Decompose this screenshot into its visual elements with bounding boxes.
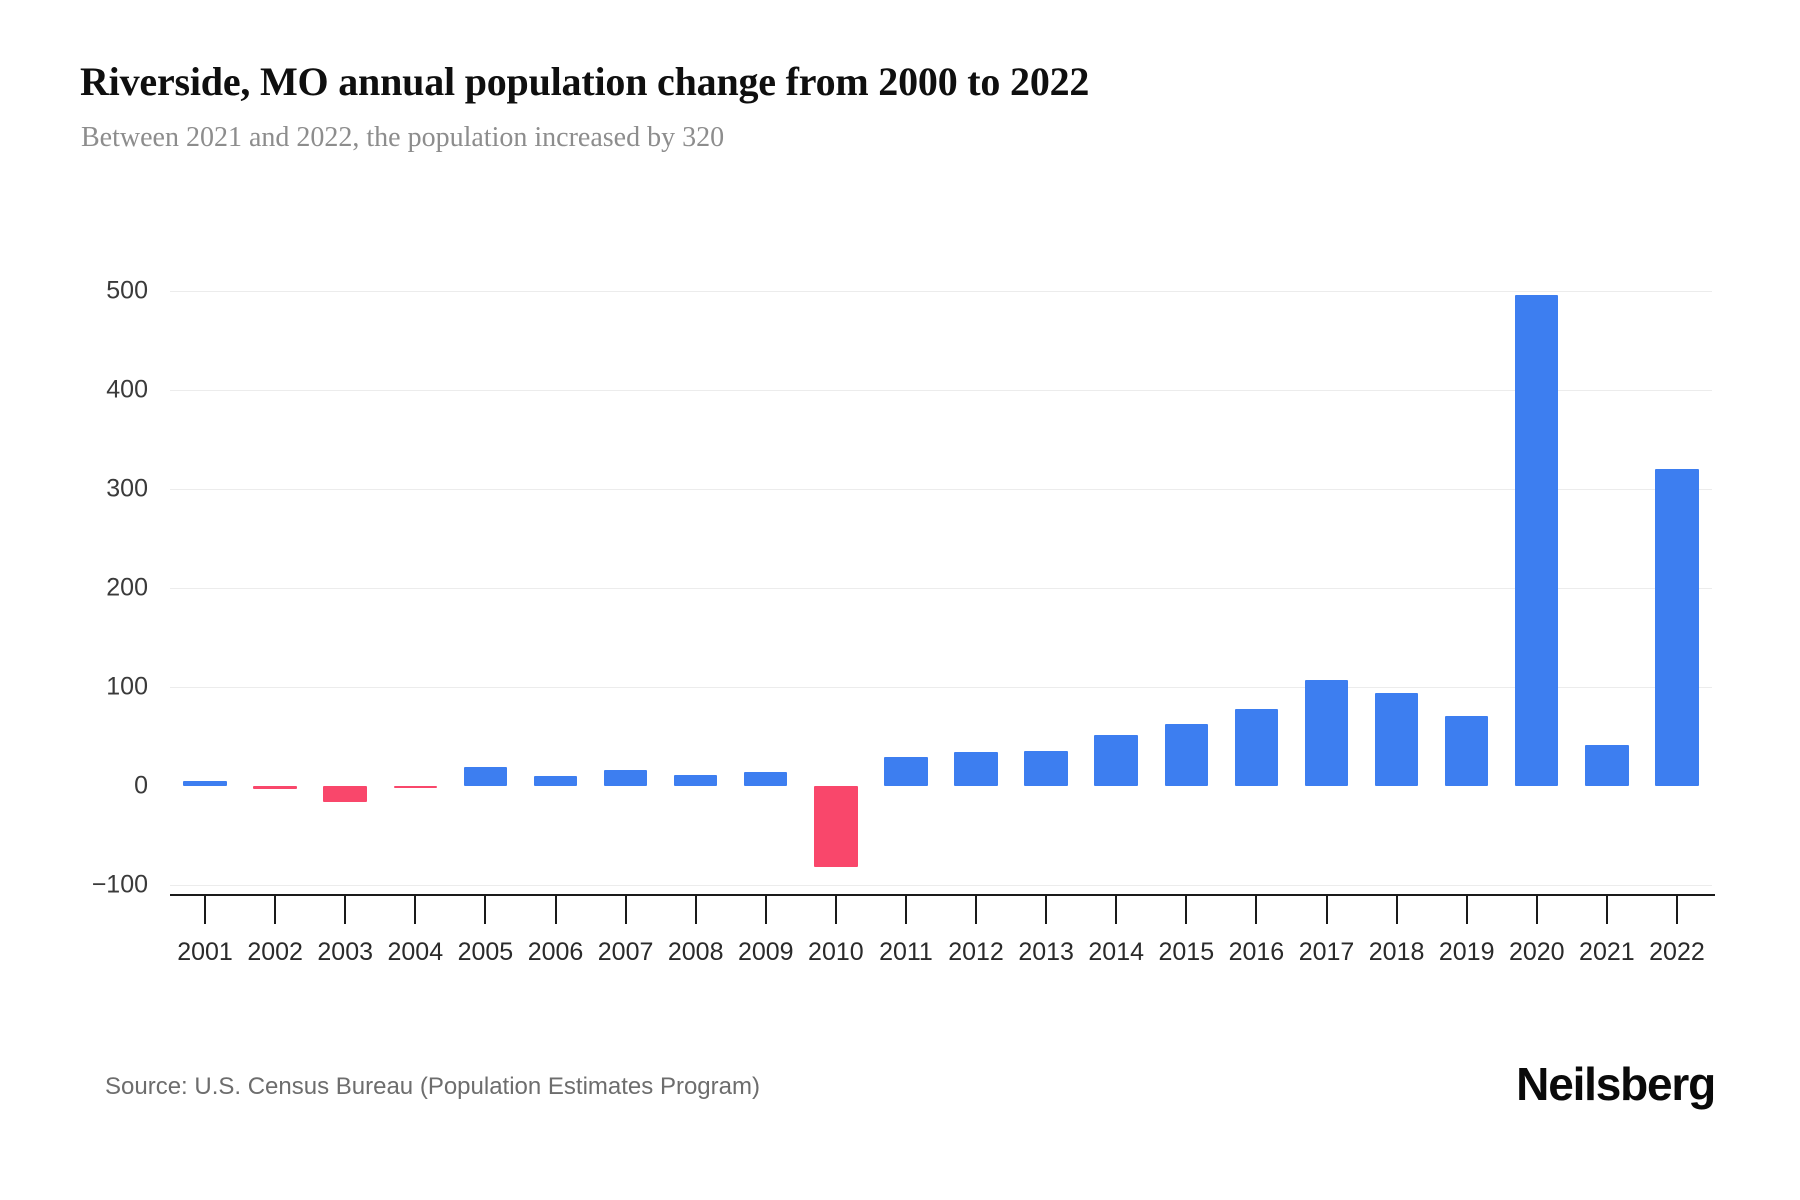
bar-2016[interactable] <box>1234 708 1279 786</box>
y-axis-tick-label: 500 <box>106 276 148 305</box>
bar-2011[interactable] <box>884 757 928 786</box>
x-axis-tick-label: 2001 <box>177 938 233 966</box>
x-axis-tick-label: 2022 <box>1649 938 1705 966</box>
x-axis-tick <box>484 896 487 924</box>
x-axis-tick <box>1675 896 1678 924</box>
x-axis-tick-label: 2016 <box>1228 938 1285 966</box>
bar-2021[interactable] <box>1585 745 1629 786</box>
bar-2001[interactable] <box>183 781 227 786</box>
x-axis-tick <box>204 896 207 924</box>
x-axis-tick-label: 2019 <box>1438 938 1495 966</box>
bar-2007[interactable] <box>603 770 648 786</box>
x-axis-tick <box>834 896 837 924</box>
brand-logo: Neilsberg <box>1516 1058 1716 1110</box>
x-axis-tick <box>1185 896 1188 924</box>
x-axis-tick <box>904 896 907 924</box>
x-axis-tick <box>1465 896 1468 924</box>
bar-2009[interactable] <box>744 772 788 786</box>
y-gridline <box>170 291 1712 292</box>
y-axis-tick-label: −100 <box>91 870 148 899</box>
x-axis-tick-label: 2011 <box>879 938 933 966</box>
bar-2018[interactable] <box>1374 692 1419 786</box>
x-axis-tick-label: 2010 <box>808 938 864 966</box>
x-axis-tick-label: 2014 <box>1088 938 1145 966</box>
x-axis-tick <box>1535 896 1538 924</box>
x-axis-tick-label: 2015 <box>1158 938 1215 966</box>
bar-2010[interactable] <box>814 786 858 868</box>
x-axis-tick <box>975 896 978 924</box>
bar-2012[interactable] <box>954 752 998 786</box>
chart-subtitle: Between 2021 and 2022, the population in… <box>81 122 725 153</box>
y-gridline <box>170 390 1712 391</box>
x-axis-tick <box>624 896 627 924</box>
x-axis-tick <box>1045 896 1048 924</box>
bar-2008[interactable] <box>673 775 718 786</box>
bar-2022[interactable] <box>1655 469 1699 786</box>
x-axis-tick <box>694 896 697 924</box>
page-title: Riverside, MO annual population change f… <box>80 59 1090 104</box>
bar-2015[interactable] <box>1164 723 1209 786</box>
bar-2014[interactable] <box>1094 734 1138 786</box>
x-axis-tick-label: 2009 <box>737 938 794 966</box>
x-axis-tick <box>1325 896 1328 924</box>
x-axis-tick <box>1605 896 1608 924</box>
bar-2019[interactable] <box>1444 715 1489 786</box>
y-axis-tick-label: 0 <box>134 771 148 800</box>
bar-2006[interactable] <box>533 776 578 786</box>
bar-2002[interactable] <box>253 786 297 789</box>
x-axis-tick <box>1255 896 1258 924</box>
x-axis-tick <box>414 896 417 924</box>
y-axis-tick-label: 200 <box>106 573 148 602</box>
bar-2013[interactable] <box>1024 751 1068 786</box>
x-axis-tick-label: 2007 <box>597 938 654 966</box>
x-axis-tick-label: 2018 <box>1368 938 1425 966</box>
bar-2005[interactable] <box>463 767 508 786</box>
x-axis-tick <box>274 896 277 924</box>
x-axis-tick-label: 2013 <box>1018 938 1074 966</box>
source-note: Source: U.S. Census Bureau (Population E… <box>105 1073 760 1100</box>
x-axis-tick <box>344 896 347 924</box>
x-axis-tick-label: 2020 <box>1508 938 1565 966</box>
y-axis-tick-label: 400 <box>106 375 148 404</box>
x-axis-tick <box>554 896 557 924</box>
x-axis-line <box>170 894 1715 896</box>
y-gridline <box>170 489 1712 490</box>
x-axis-tick-label: 2004 <box>387 938 444 966</box>
x-axis-tick-label: 2012 <box>948 938 1004 966</box>
x-axis-tick-label: 2003 <box>317 938 374 966</box>
x-axis-tick-label: 2021 <box>1579 938 1635 966</box>
bar-2020[interactable] <box>1515 294 1559 786</box>
y-axis-tick-label: 100 <box>106 672 148 701</box>
y-axis-tick-label: 300 <box>106 474 148 503</box>
x-axis-tick-label: 2008 <box>667 938 724 966</box>
y-gridline <box>170 687 1712 688</box>
y-gridline <box>170 885 1712 886</box>
y-gridline <box>170 588 1712 589</box>
x-axis-tick <box>1115 896 1118 924</box>
x-axis-tick-label: 2017 <box>1298 938 1355 966</box>
bar-2017[interactable] <box>1304 680 1349 786</box>
bar-2004[interactable] <box>393 786 438 788</box>
bar-2003[interactable] <box>323 786 367 802</box>
x-axis-tick <box>764 896 767 924</box>
x-axis-tick <box>1395 896 1398 924</box>
x-axis-tick-label: 2002 <box>247 938 303 966</box>
x-axis-tick-label: 2005 <box>457 938 514 966</box>
x-axis-tick-label: 2006 <box>527 938 584 966</box>
